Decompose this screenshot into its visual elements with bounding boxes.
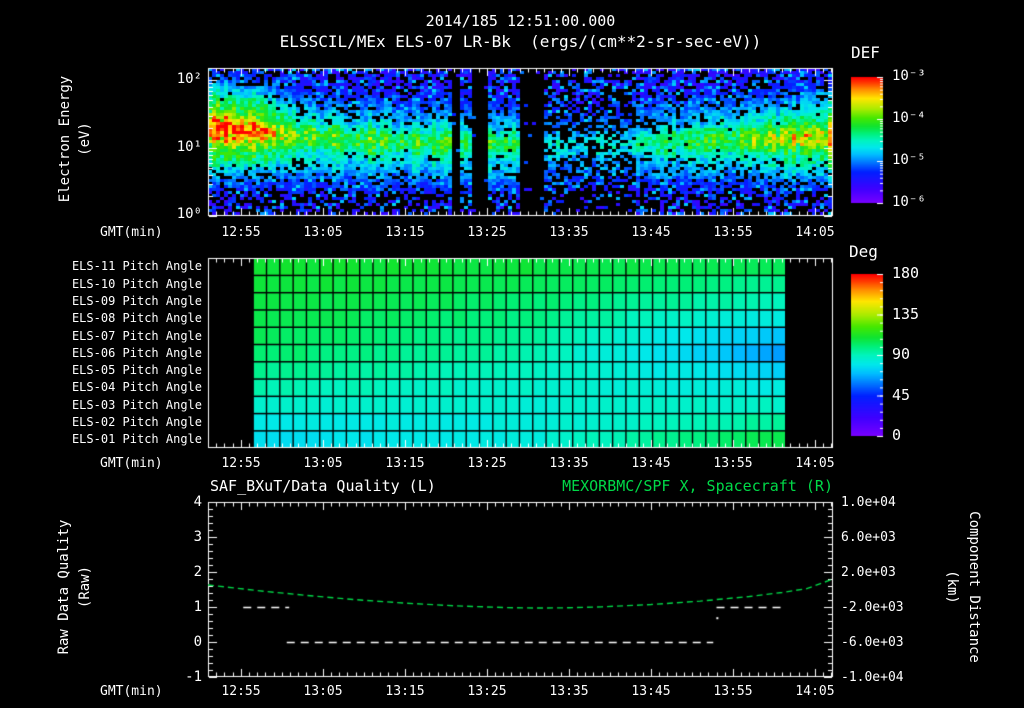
pitch-row-label: ELS-02 Pitch Angle — [71, 415, 202, 429]
pitch-row-label: ELS-06 Pitch Angle — [71, 346, 202, 360]
raw-quality-tick: 3 — [193, 529, 202, 545]
time-tick-label: 13:05 — [303, 225, 343, 240]
distance-axis-label: Component Distance — [966, 511, 982, 663]
def-colorbar-tick: 10⁻⁵ — [892, 152, 926, 168]
time-tick-label: 13:35 — [549, 684, 589, 699]
raw-quality-tick: 0 — [193, 634, 202, 650]
time-tick-label: 13:25 — [467, 225, 507, 240]
time-tick-label: 12:55 — [221, 456, 261, 471]
raw-quality-axis-label: Raw Data Quality — [56, 519, 72, 655]
def-colorbar-title: DEF — [851, 43, 880, 62]
distance-tick: 2.0e+03 — [841, 565, 896, 580]
distance-tick: 1.0e+04 — [841, 495, 896, 510]
time-tick-label: 13:15 — [385, 684, 425, 699]
page-title-datetime: 2014/185 12:51:00.000 — [425, 12, 616, 30]
time-tick-label: 13:05 — [303, 456, 343, 471]
def-colorbar-tick: 10⁻⁶ — [892, 194, 926, 210]
pitch-row-label: ELS-11 Pitch Angle — [71, 259, 202, 273]
gmt-axis-label: GMT(min) — [100, 456, 163, 471]
time-tick-label: 13:55 — [713, 684, 753, 699]
def-colorbar-tick: 10⁻³ — [892, 68, 926, 84]
pitch-row-label: ELS-07 Pitch Angle — [71, 329, 202, 343]
def-colorbar-tick: 10⁻⁴ — [892, 110, 926, 126]
deg-colorbar-tick: 180 — [892, 264, 920, 282]
page-title-instrument: ELSSCIL/MEx ELS-07 LR-Bk (ergs/(cm**2-sr… — [279, 32, 762, 51]
time-tick-label: 14:05 — [795, 684, 835, 699]
bottom-left-series-title: SAF_BXuT/Data Quality (L) — [210, 477, 436, 495]
raw-quality-tick: 2 — [193, 564, 202, 580]
pitch-row-label: ELS-03 Pitch Angle — [71, 398, 202, 412]
time-tick-label: 13:15 — [385, 456, 425, 471]
time-tick-label: 12:55 — [221, 225, 261, 240]
energy-tick-label: 10¹ — [176, 139, 202, 155]
raw-quality-tick: -1 — [185, 669, 202, 685]
time-tick-label: 13:25 — [467, 456, 507, 471]
deg-colorbar-tick: 135 — [892, 305, 920, 323]
time-tick-label: 13:45 — [631, 456, 671, 471]
time-tick-label: 13:45 — [631, 684, 671, 699]
deg-colorbar-tick: 90 — [892, 345, 911, 363]
energy-tick-label: 10⁰ — [176, 206, 202, 222]
pitch-row-label: ELS-04 Pitch Angle — [71, 380, 202, 394]
time-tick-label: 13:55 — [713, 225, 753, 240]
time-tick-label: 13:55 — [713, 456, 753, 471]
distance-axis-units: (km) — [944, 570, 960, 604]
raw-quality-tick: 4 — [193, 494, 202, 510]
pitch-row-label: ELS-09 Pitch Angle — [71, 294, 202, 308]
distance-tick: -2.0e+03 — [841, 600, 904, 615]
deg-colorbar-tick: 45 — [892, 386, 911, 404]
distance-tick: -6.0e+03 — [841, 635, 904, 650]
pitch-row-label: ELS-10 Pitch Angle — [71, 277, 202, 291]
deg-colorbar-tick: 0 — [892, 426, 902, 444]
distance-tick: -1.0e+04 — [841, 670, 904, 685]
pitch-row-label: ELS-08 Pitch Angle — [71, 311, 202, 325]
time-tick-label: 14:05 — [795, 225, 835, 240]
bottom-right-series-title: MEXORBMC/SPF X, Spacecraft (R) — [562, 477, 833, 495]
raw-quality-axis-units: (Raw) — [77, 565, 93, 609]
time-tick-label: 13:35 — [549, 456, 589, 471]
time-tick-label: 13:15 — [385, 225, 425, 240]
distance-tick: 6.0e+03 — [841, 530, 896, 545]
time-tick-label: 13:05 — [303, 684, 343, 699]
time-tick-label: 12:55 — [221, 684, 261, 699]
energy-axis-units: (eV) — [77, 122, 93, 156]
pitch-row-label: ELS-05 Pitch Angle — [71, 363, 202, 377]
deg-colorbar-title: Deg — [849, 242, 878, 261]
pitch-row-label: ELS-01 Pitch Angle — [71, 432, 202, 446]
raw-quality-tick: 1 — [193, 599, 202, 615]
energy-tick-label: 10² — [176, 71, 202, 87]
energy-axis-label: Electron Energy — [57, 75, 73, 203]
time-tick-label: 14:05 — [795, 456, 835, 471]
gmt-axis-label: GMT(min) — [100, 225, 163, 240]
gmt-axis-label: GMT(min) — [100, 684, 163, 699]
time-tick-label: 13:25 — [467, 684, 507, 699]
time-tick-label: 13:35 — [549, 225, 589, 240]
time-tick-label: 13:45 — [631, 225, 671, 240]
